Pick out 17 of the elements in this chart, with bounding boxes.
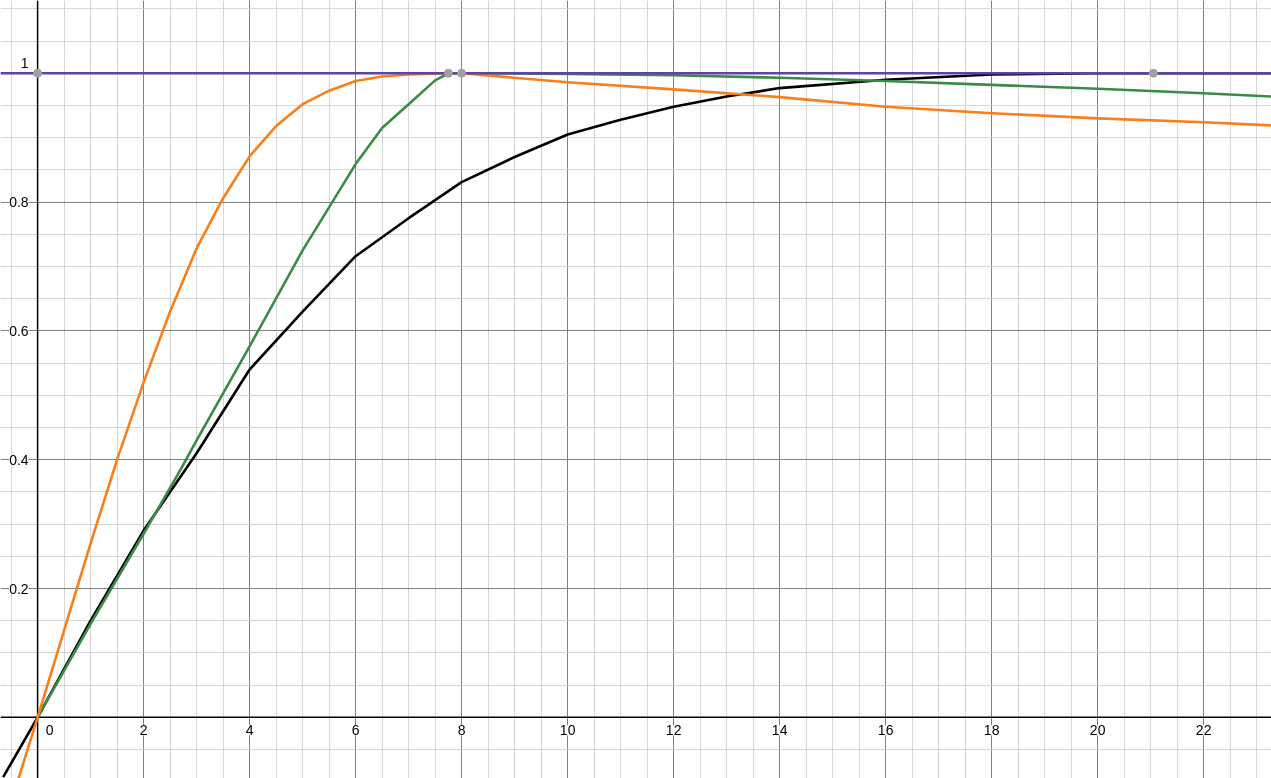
y-tick-label: 0.8 [9,194,29,211]
x-tick-label: 8 [457,722,466,739]
y-tick-label: 0.6 [9,322,29,339]
x-tick-label: 12 [665,722,682,739]
y-tick-label: 1 [20,55,29,72]
x-tick-label: 20 [1089,722,1106,739]
x-tick-label: 4 [245,722,254,739]
x-tick-label: 16 [877,722,894,739]
y-tick-label: 0.4 [9,451,29,468]
x-tick-label: 18 [983,722,1000,739]
x-tick-label: 0 [45,722,54,739]
x-tick-label: 6 [351,722,360,739]
x-tick-label: 2 [139,722,148,739]
y-tick-label: 0.2 [9,580,29,597]
x-tick-label: 14 [771,722,788,739]
x-tick-label: 22 [1195,722,1212,739]
x-tick-label: 10 [559,722,576,739]
